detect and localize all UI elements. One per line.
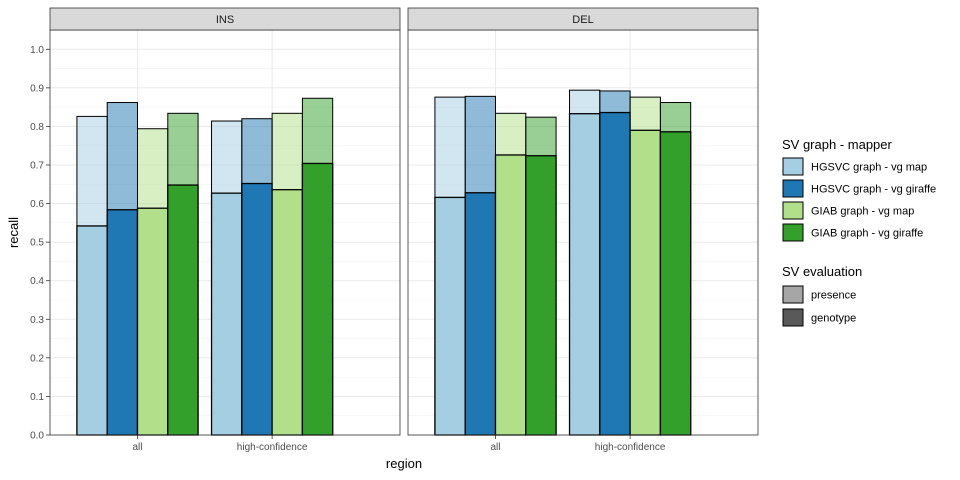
y-tick-label: 0.0 [30, 431, 44, 442]
bar-genotype [525, 155, 557, 436]
bar-genotype [301, 162, 334, 436]
legend-mapper-label: GIAB graph - vg giraffe [811, 228, 923, 240]
legend-mapper-key [782, 157, 804, 176]
legend-mapper-key [782, 201, 804, 220]
facet-strip [49, 7, 401, 31]
bar-genotype [210, 192, 243, 436]
bar-genotype [659, 131, 692, 436]
legend-mapper-key [782, 223, 804, 242]
bar-genotype [167, 184, 199, 436]
y-axis-title: recall [6, 217, 21, 248]
bar-genotype [271, 189, 304, 436]
facet-strip [407, 7, 759, 31]
x-tick-label: high-confidence [237, 442, 308, 453]
legend-mapper-label: HGSVC graph - vg giraffe [811, 184, 936, 196]
x-tick-label: high-confidence [595, 442, 666, 453]
x-tick-label: all [132, 442, 142, 453]
y-tick-label: 0.4 [30, 276, 44, 287]
bar-genotype [136, 207, 169, 436]
bar-genotype [106, 209, 139, 436]
legend-evaluation-key [782, 285, 804, 304]
bar-genotype [464, 192, 497, 436]
bar-genotype [434, 196, 466, 436]
legend-mapper-key [782, 179, 804, 198]
legend-mapper-label: HGSVC graph - vg map [811, 162, 927, 174]
y-tick-label: 0.3 [30, 315, 44, 326]
facet-label: DEL [572, 14, 593, 26]
x-axis-title: region [386, 456, 422, 471]
legend-evaluation-label: genotype [811, 313, 856, 325]
legend-evaluation-label: presence [811, 290, 856, 302]
y-tick-label: 0.6 [30, 199, 44, 210]
y-tick-label: 1.0 [30, 45, 44, 56]
bar-genotype [629, 129, 662, 436]
bar-genotype [494, 154, 527, 436]
bar-genotype [599, 111, 631, 436]
y-tick-label: 0.5 [30, 238, 44, 249]
y-tick-label: 0.9 [30, 83, 44, 94]
y-tick-label: 0.8 [30, 122, 44, 133]
bar-genotype [241, 182, 273, 436]
facet-label: INS [216, 14, 234, 26]
y-tick-label: 0.2 [30, 353, 44, 364]
bar-genotype [76, 225, 108, 436]
legend-evaluation-key [782, 308, 804, 327]
y-tick-label: 0.1 [30, 392, 44, 403]
bar-genotype [568, 113, 601, 436]
legend-mapper-title: SV graph - mapper [782, 137, 893, 152]
legend-evaluation-title: SV evaluation [782, 264, 862, 279]
y-tick-label: 0.7 [30, 161, 44, 172]
x-tick-label: all [490, 442, 500, 453]
legend-mapper-label: GIAB graph - vg map [811, 206, 914, 218]
